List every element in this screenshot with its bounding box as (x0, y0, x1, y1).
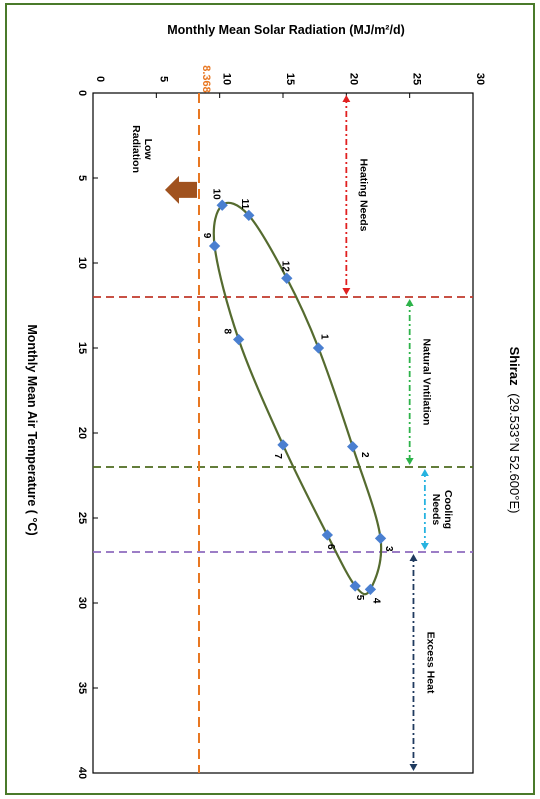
month-point (312, 342, 325, 354)
month-label: 8 (221, 328, 232, 334)
x-tick-label: 25 (76, 512, 88, 524)
low-radiation-indicator: LowRadiation (130, 125, 197, 204)
x-tick-label: 20 (76, 427, 88, 439)
x-tick-label: 40 (76, 767, 88, 779)
reference-lines: 8.368 (93, 65, 473, 773)
month-point (243, 209, 255, 222)
radiation-threshold-label: 8.368 (200, 65, 212, 93)
x-tick-label: 30 (76, 597, 88, 609)
y-tick-label: 30 (474, 73, 486, 85)
y-axis-ticks: 0 5 10 15 20 25 30 (92, 73, 486, 98)
x-axis-title: Monthly Mean Air Temperature ( °C) (25, 324, 39, 535)
month-label: 6 (325, 544, 336, 550)
month-label: 11 (239, 199, 250, 210)
y-tick-label: 10 (221, 73, 233, 85)
zone-label: Excess Heat (424, 632, 436, 694)
month-point (281, 272, 293, 284)
month-point (347, 440, 359, 453)
low-radiation-label-line: Radiation (130, 125, 142, 173)
month-label: 9 (201, 233, 212, 239)
x-axis-ticks: 0 5 10 15 20 25 30 35 40 (76, 90, 98, 779)
x-tick-label: 0 (76, 90, 88, 96)
low-radiation-label-line: Low (142, 139, 154, 161)
month-point (321, 529, 333, 541)
month-label: 2 (359, 452, 370, 458)
y-tick-label: 5 (157, 76, 169, 82)
month-point (349, 580, 361, 592)
month-label: 10 (211, 189, 222, 201)
month-label: 7 (272, 453, 283, 459)
outer-border (5, 3, 535, 795)
chart-title-coords: (29.533°N 52.600°E) (507, 393, 522, 513)
y-tick-label: 25 (411, 73, 423, 85)
month-label: 1 (318, 334, 329, 340)
zone-label-line: Cooling (442, 490, 454, 529)
x-tick-label: 35 (76, 682, 88, 694)
x-tick-label: 10 (76, 257, 88, 269)
month-point (208, 240, 221, 252)
month-point (277, 439, 289, 451)
zone-label: CoolingNeeds (430, 490, 454, 529)
y-tick-label: 20 (347, 73, 359, 85)
month-point (364, 583, 377, 596)
zone-label: Natural Vntilation (421, 339, 433, 426)
month-label: 3 (383, 546, 394, 552)
x-tick-label: 5 (76, 175, 88, 181)
y-axis-title: Monthly Mean Solar Radiation (MJ/m²/d) (167, 23, 405, 37)
low-radiation-arrow (164, 175, 197, 204)
month-point (233, 333, 245, 346)
y-tick-label: 0 (94, 76, 106, 82)
month-label: 4 (370, 598, 381, 604)
chart-title: Shiraz (29.533°N 52.600°E) (507, 347, 522, 514)
climate-zones: Heating Needs Natural Vntilation CoolingNe… (342, 95, 454, 771)
chart-title-main: Shiraz (507, 347, 522, 387)
y-tick-label: 15 (284, 73, 296, 85)
zone-label-line: Needs (430, 494, 442, 526)
month-point (374, 532, 387, 545)
x-tick-label: 15 (76, 342, 88, 354)
zone-label: Heating Needs (357, 159, 369, 232)
month-point (216, 199, 228, 211)
month-label: 12 (279, 261, 290, 273)
month-label: 5 (354, 595, 365, 601)
low-radiation-label: LowRadiation (130, 125, 154, 173)
